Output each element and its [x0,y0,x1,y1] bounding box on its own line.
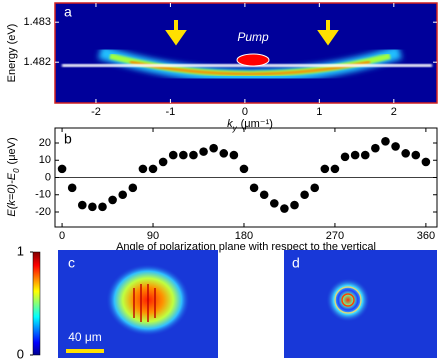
colorbar-tick-label: 1 [17,243,24,258]
x-tick-label: 2 [391,106,397,118]
data-point [259,190,269,200]
data-point [199,147,208,156]
panel-label: a [64,4,72,20]
data-point [411,150,421,160]
x-tick-label: 0 [59,230,65,242]
data-point [421,157,431,167]
x-tick-label: 90 [147,230,159,242]
data-point [219,149,229,158]
data-point [330,164,340,174]
x-label-symbol: k [227,118,233,130]
data-point [280,204,289,213]
data-point [77,200,87,210]
scale-bar-label: 40 μm [68,330,102,344]
x-axis-label: Angle of polarization plane with respect… [116,241,376,253]
panel-a-image [54,2,438,104]
y-label-symbol: E(k=0)-E [6,172,18,216]
x-tick-label: 0 [242,106,248,118]
data-point [290,200,299,210]
x-tick-label: 180 [235,230,253,242]
y-label-subscript: 0 [12,168,21,173]
x-tick-label: 360 [417,230,435,242]
x-axis-label: ky (μm⁻¹) [227,118,273,133]
data-point [148,164,158,174]
data-point [98,202,107,212]
data-point [391,142,400,151]
x-tick-label: 1 [316,106,322,118]
data-point [310,183,320,193]
y-tick-label: 1.482 [23,56,51,68]
data-point [108,195,117,205]
data-point [360,150,370,160]
data-point [371,143,380,153]
panel-d-image [284,250,437,358]
data-point [350,150,360,160]
colorbar-tick-label: 0 [17,346,24,361]
y-tick-label: 20 [39,137,51,149]
y-label-unit: (μeV) [6,137,18,164]
data-point [168,150,178,160]
x-tick-label: -2 [91,106,101,118]
panel-label: d [292,255,300,271]
data-point [320,164,330,174]
data-point [300,190,309,200]
x-label-unit: (μm⁻¹) [241,118,273,130]
data-point [67,183,77,193]
data-point [138,164,148,174]
y-tick-label: 0 [45,171,51,183]
panel-c-image [58,250,218,358]
data-point [239,164,249,174]
y-tick-label: 10 [39,154,51,166]
data-point [229,150,239,160]
data-point [269,199,279,208]
panel-label: c [68,255,75,271]
data-point [158,157,168,167]
data-point [381,136,390,146]
data-point [88,202,97,212]
data-point [401,149,410,158]
x-tick-label: -1 [166,106,176,118]
data-point [57,164,67,174]
data-point [189,150,198,160]
panel-label: b [64,131,72,147]
y-axis-label: Energy (eV) [6,24,18,83]
data-point [340,152,350,162]
colorbar [32,251,41,356]
data-point [179,150,188,160]
y-tick-label: -10 [35,189,51,201]
data-point [209,143,218,153]
y-tick-label: -20 [35,206,51,218]
annotation: Pump [237,30,269,44]
y-axis-label: E(k=0)-E0 (μeV) [6,137,21,216]
data-point [118,190,128,200]
x-tick-label: 270 [326,230,344,242]
y-tick-label: 1.483 [23,16,51,28]
data-point [249,183,259,193]
data-point [128,183,138,193]
